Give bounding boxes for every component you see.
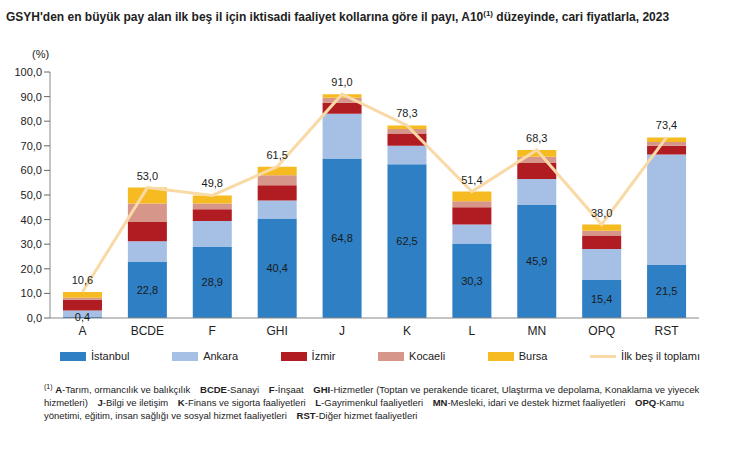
svg-text:40,0: 40,0 xyxy=(21,214,42,226)
svg-text:0,4: 0,4 xyxy=(75,311,90,323)
svg-text:64,8: 64,8 xyxy=(331,232,352,244)
svg-text:21,5: 21,5 xyxy=(656,285,677,297)
svg-text:J: J xyxy=(339,324,345,338)
svg-text:30,3: 30,3 xyxy=(461,275,482,287)
html-text:GSYH'den en büyük pay alan ilk: GSYH'den en büyük pay alan ilk beş il iç… xyxy=(6,9,670,24)
html-text:J - Bilgi ve iletişim: J - Bilgi ve iletişim xyxy=(97,397,169,409)
svg-text:K: K xyxy=(403,324,411,338)
svg-text:10,6: 10,6 xyxy=(72,274,93,286)
svg-text:30,0: 30,0 xyxy=(21,238,42,250)
html-text:Bursa: Bursa xyxy=(518,350,548,362)
svg-text:BCDE: BCDE xyxy=(131,324,164,338)
svg-text:50,0: 50,0 xyxy=(21,189,42,201)
svg-text:80,0: 80,0 xyxy=(21,115,42,127)
svg-text:62,5: 62,5 xyxy=(396,235,417,247)
svg-text:0,0: 0,0 xyxy=(27,312,42,324)
svg-text:49,8: 49,8 xyxy=(202,177,223,189)
svg-text:78,3: 78,3 xyxy=(396,107,417,119)
svg-text:53,0: 53,0 xyxy=(137,170,158,182)
html-text:İlk beş il toplamı: İlk beş il toplamı xyxy=(621,350,700,362)
html-text:İstanbul: İstanbul xyxy=(91,350,130,362)
html-text:GHI - Hizmetler (Toptan ve per: GHI - Hizmetler (Toptan ve perakende tic… xyxy=(44,384,700,409)
html-text:K - Finans ve sigorta faaliyet: K - Finans ve sigorta faaliyetleri xyxy=(177,397,306,409)
html-text:L - Gayrimenkul faaliyetleri: L - Gayrimenkul faaliyetleri xyxy=(315,397,423,409)
svg-text:51,4: 51,4 xyxy=(461,174,482,186)
html-text:MN - Mesleki, idari ve destek: MN - Mesleki, idari ve destek hizmet faa… xyxy=(432,397,626,409)
html-text:Kocaeli: Kocaeli xyxy=(409,350,446,362)
svg-text:70,0: 70,0 xyxy=(21,140,42,152)
svg-text:22,8: 22,8 xyxy=(137,284,158,296)
svg-text:68,3: 68,3 xyxy=(526,132,547,144)
svg-text:20,0: 20,0 xyxy=(21,263,42,275)
svg-text:GHI: GHI xyxy=(266,324,287,338)
svg-text:15,4: 15,4 xyxy=(591,293,612,305)
svg-text:10,0: 10,0 xyxy=(21,287,42,299)
svg-text:28,9: 28,9 xyxy=(202,276,223,288)
svg-text:MN: MN xyxy=(527,324,546,338)
html-text:F - İnşaat: F - İnşaat xyxy=(268,384,304,396)
html-text:İzmir: İzmir xyxy=(311,350,336,362)
html-text:RST - Diğer hizmet faaliyetler: RST - Diğer hizmet faaliyetleri xyxy=(296,410,418,422)
svg-text:60,0: 60,0 xyxy=(21,164,42,176)
svg-text:61,5: 61,5 xyxy=(266,149,287,161)
svg-text:100,0: 100,0 xyxy=(14,66,42,78)
svg-text:73,4: 73,4 xyxy=(656,119,677,131)
svg-text:40,4: 40,4 xyxy=(266,262,287,274)
svg-text:L: L xyxy=(469,324,476,338)
html-text:BCDE - Sanayi: BCDE - Sanayi xyxy=(200,384,260,396)
svg-text:45,9: 45,9 xyxy=(526,255,547,267)
svg-text:91,0: 91,0 xyxy=(331,76,352,88)
svg-text:A: A xyxy=(78,324,86,338)
svg-text:F: F xyxy=(209,324,216,338)
svg-text:OPQ: OPQ xyxy=(588,324,615,338)
svg-text:RST: RST xyxy=(655,324,680,338)
svg-text:90,0: 90,0 xyxy=(21,91,42,103)
html-text:Ankara: Ankara xyxy=(203,350,238,362)
html-text:(1) A - Tarım, ormancılık ve b: (1) A - Tarım, ormancılık ve balıkçılık xyxy=(44,383,191,396)
svg-text:38,0: 38,0 xyxy=(591,207,612,219)
html-text:OPQ - Kamu yönetimi, eğitim, i: OPQ - Kamu yönetimi, eğitim, insan sağlı… xyxy=(44,397,685,422)
